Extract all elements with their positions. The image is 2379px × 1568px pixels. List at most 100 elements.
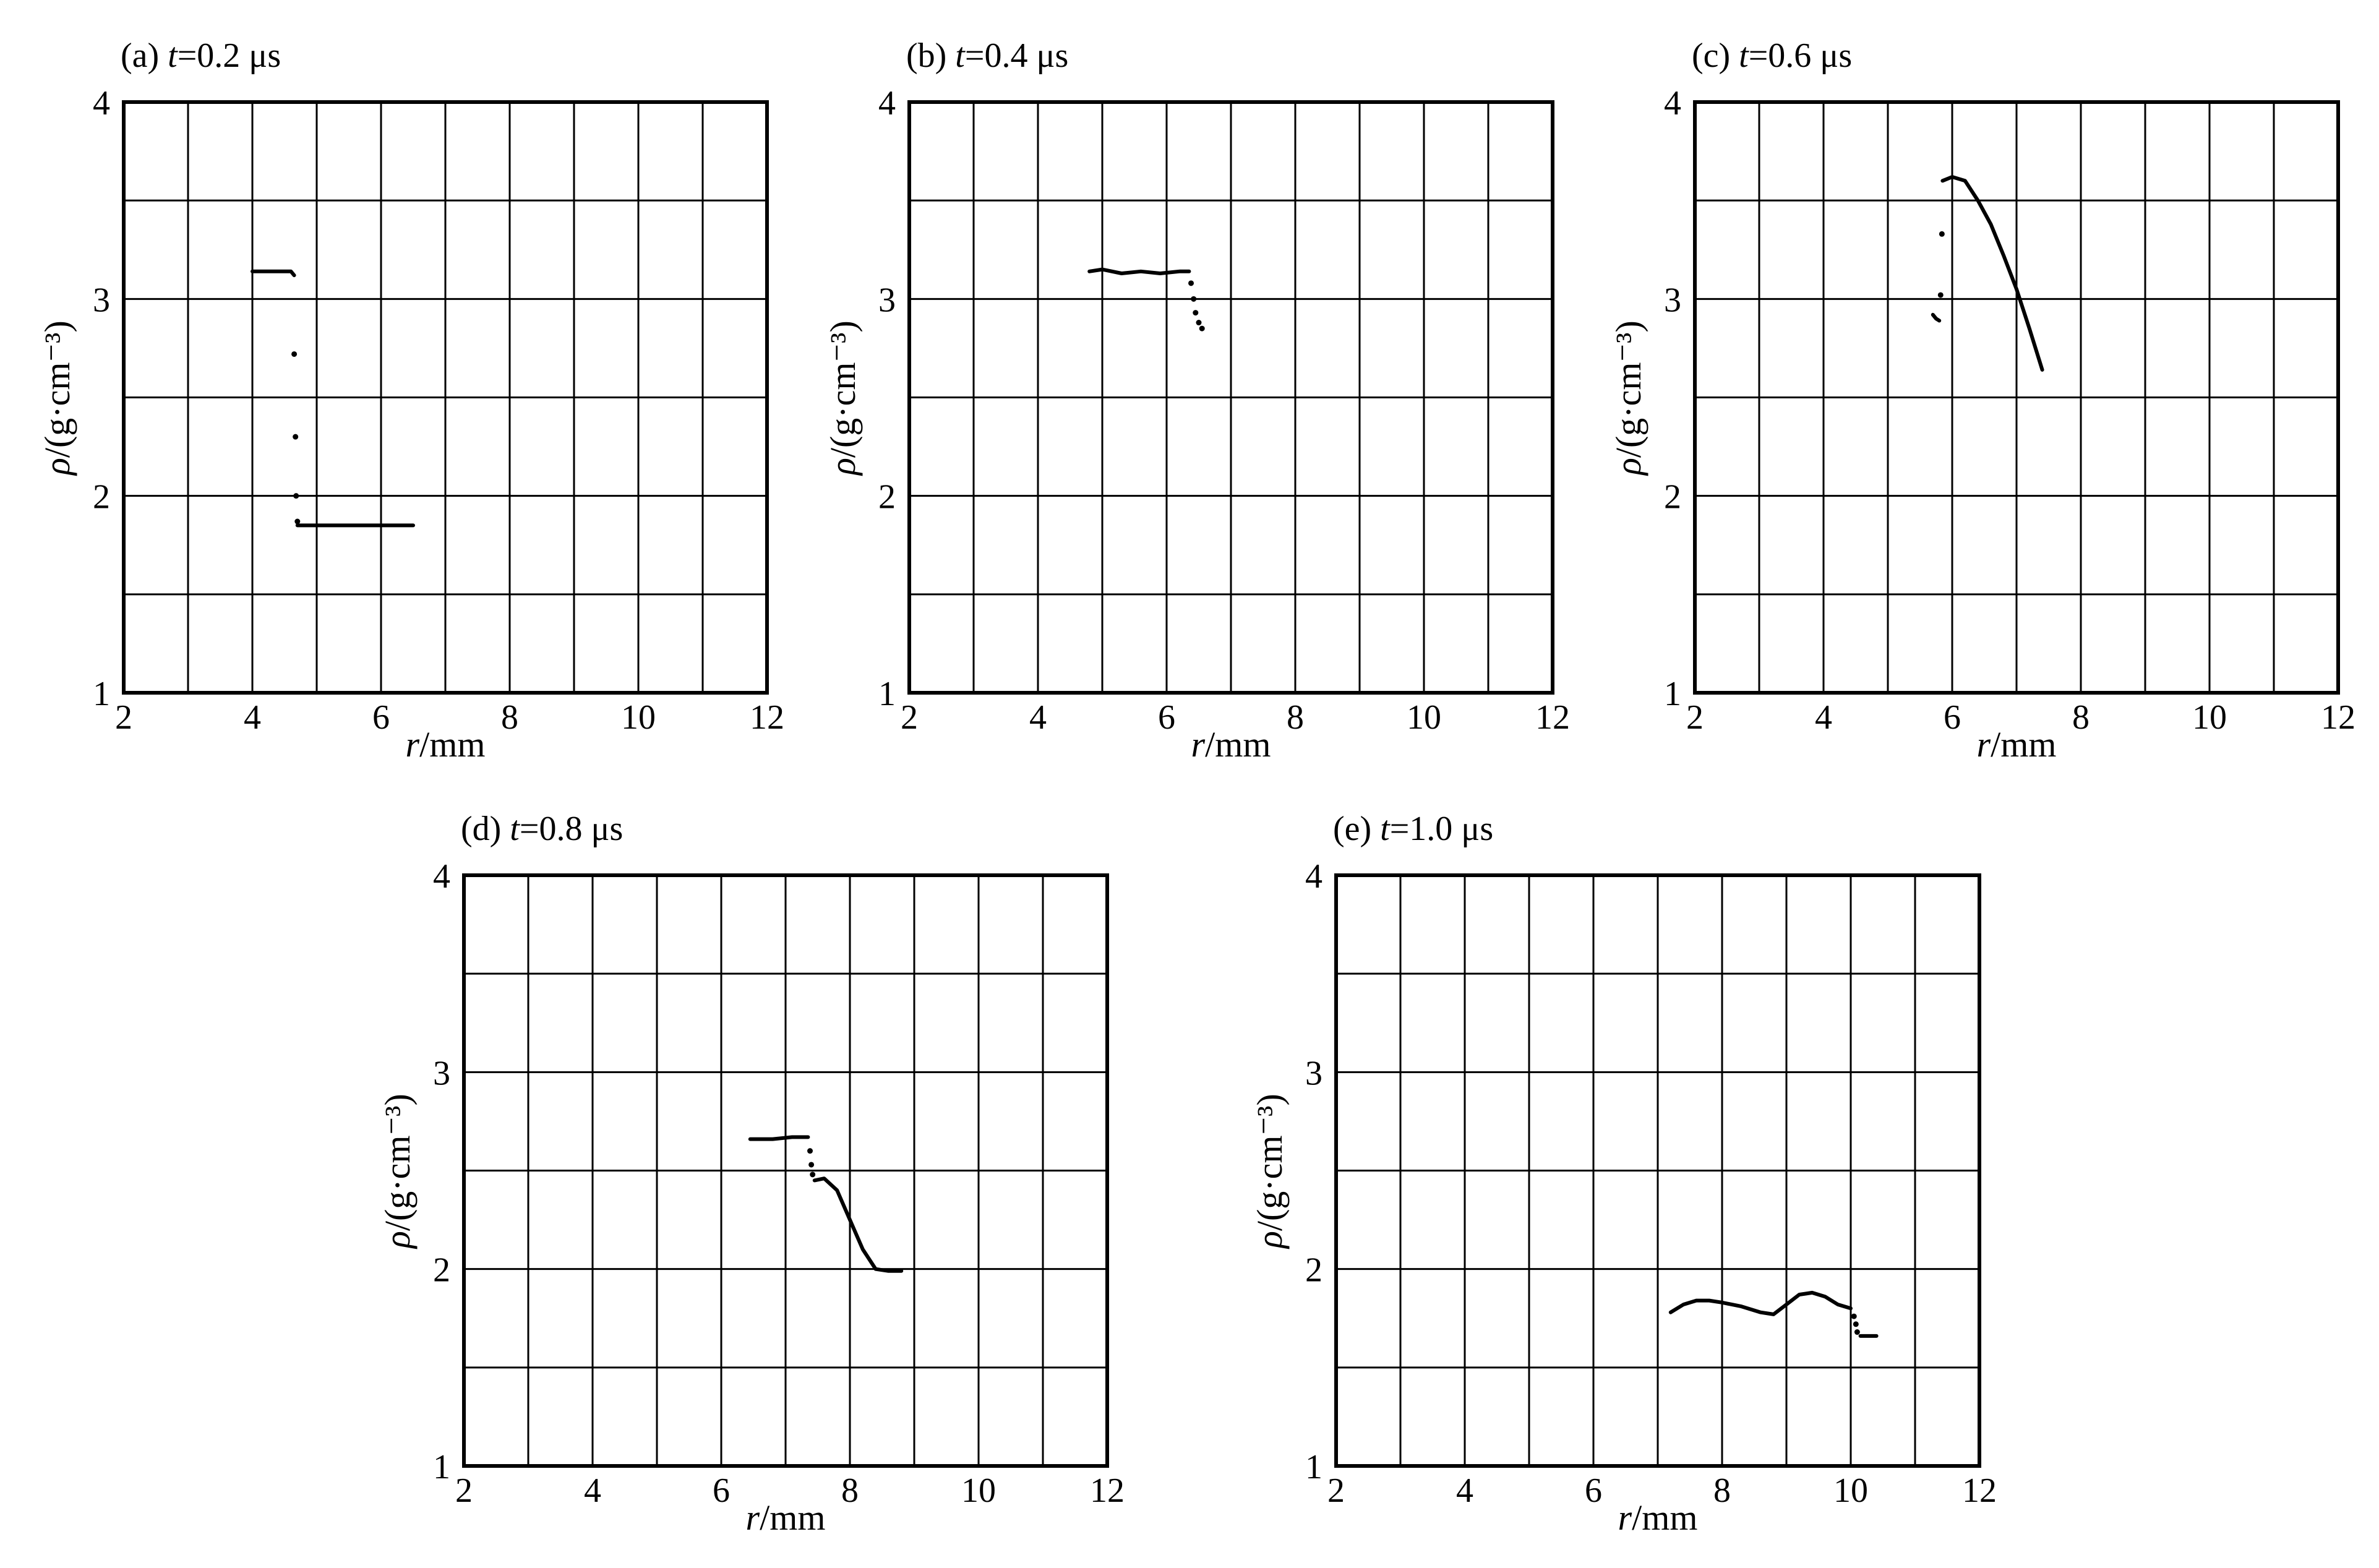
y-axis-variable: ρ bbox=[1250, 1230, 1290, 1248]
y-tick-label: 3 bbox=[433, 1054, 450, 1092]
x-tick-label: 10 bbox=[1407, 698, 1441, 737]
x-tick-label: 8 bbox=[1713, 1472, 1731, 1510]
y-tick-label: 2 bbox=[1305, 1251, 1322, 1290]
data-point bbox=[293, 434, 299, 440]
y-tick-label: 1 bbox=[878, 675, 896, 713]
y-tick-label: 1 bbox=[1664, 675, 1681, 713]
data-series-line-0 bbox=[748, 1135, 810, 1141]
chart-title: (b) t=0.4 μs bbox=[906, 36, 1068, 75]
plot-frame bbox=[907, 100, 1554, 695]
data-series-line-0 bbox=[251, 269, 296, 278]
data-series-line-2 bbox=[1940, 175, 2044, 372]
grid bbox=[1336, 875, 1979, 1466]
data-point bbox=[1937, 292, 1944, 298]
x-axis-label: r/mm bbox=[406, 724, 486, 765]
y-axis-label: ρ/(g·cm⁻³) bbox=[1607, 320, 1649, 475]
y-axis-variable: ρ bbox=[37, 457, 77, 475]
x-tick-label: 6 bbox=[713, 1472, 730, 1510]
y-tick-label: 4 bbox=[1664, 84, 1681, 122]
y-tick-label: 4 bbox=[1305, 857, 1322, 896]
x-tick-label: 2 bbox=[901, 698, 918, 737]
chart-title: (d) t=0.8 μs bbox=[461, 809, 623, 849]
x-tick-label: 4 bbox=[1815, 698, 1832, 737]
x-axis-label: r/mm bbox=[1191, 724, 1271, 765]
x-axis-label: r/mm bbox=[1618, 1497, 1698, 1538]
x-tick-label: 10 bbox=[621, 698, 656, 737]
y-axis-unit: /(g·cm⁻³) bbox=[37, 320, 77, 458]
data-point bbox=[1939, 231, 1945, 237]
data-point bbox=[1193, 310, 1199, 316]
y-axis-unit: /(g·cm⁻³) bbox=[1608, 320, 1648, 458]
y-axis-variable: ρ bbox=[377, 1230, 418, 1248]
y-tick-label: 3 bbox=[1305, 1054, 1322, 1092]
y-tick-label: 4 bbox=[878, 84, 896, 122]
title-variable: t bbox=[1380, 810, 1390, 848]
title-panel-label: (e) bbox=[1333, 810, 1372, 848]
x-tick-label: 2 bbox=[1686, 698, 1704, 737]
data-point bbox=[1199, 325, 1205, 332]
grid bbox=[464, 875, 1107, 1466]
plot-frame bbox=[1334, 873, 1981, 1468]
grid bbox=[124, 102, 767, 693]
y-tick-label: 4 bbox=[433, 857, 450, 896]
plot-frame bbox=[122, 100, 769, 695]
title-variable: t bbox=[510, 810, 520, 848]
chart-panel-c: (c) t=0.6 μs 2 4 6 8 10 12 1 2 3 4 r/mm ρ/(g·cm⁻³) bbox=[1571, 0, 2375, 779]
x-tick-label: 12 bbox=[1090, 1472, 1125, 1510]
y-axis-label: ρ/(g·cm⁻³) bbox=[36, 320, 78, 475]
x-tick-label: 4 bbox=[244, 698, 261, 737]
title-panel-label: (b) bbox=[906, 36, 947, 75]
title-value: =0.2 μs bbox=[177, 36, 281, 75]
chart-panel-a: (a) t=0.2 μs 2 4 6 8 10 12 1 2 3 4 r/mm ρ/(g·cm⁻³) bbox=[0, 0, 804, 779]
y-tick-label: 2 bbox=[93, 478, 110, 516]
y-tick-label: 4 bbox=[93, 84, 110, 122]
chart-title: (a) t=0.2 μs bbox=[121, 36, 281, 75]
x-tick-label: 10 bbox=[961, 1472, 996, 1510]
x-axis-unit: /mm bbox=[1991, 724, 2057, 765]
data-point bbox=[1188, 280, 1194, 286]
x-tick-label: 2 bbox=[1327, 1472, 1345, 1510]
x-tick-label: 8 bbox=[1287, 698, 1304, 737]
x-tick-label: 12 bbox=[2321, 698, 2355, 737]
title-panel-label: (a) bbox=[121, 36, 160, 75]
x-tick-label: 12 bbox=[1962, 1472, 1997, 1510]
y-axis-label: ρ/(g·cm⁻³) bbox=[1248, 1094, 1290, 1248]
data-point bbox=[294, 518, 301, 525]
x-tick-label: 2 bbox=[455, 1472, 473, 1510]
x-axis-variable: r bbox=[745, 1497, 760, 1538]
data-point bbox=[1191, 296, 1197, 302]
grid bbox=[909, 102, 1553, 693]
y-tick-label: 3 bbox=[878, 281, 896, 319]
title-value: =1.0 μs bbox=[1389, 810, 1494, 848]
chart-title: (e) t=1.0 μs bbox=[1333, 809, 1493, 849]
data-point bbox=[808, 1162, 815, 1168]
x-tick-label: 12 bbox=[750, 698, 784, 737]
y-axis-label: ρ/(g·cm⁻³) bbox=[821, 320, 864, 475]
data-point bbox=[1854, 1329, 1860, 1335]
title-value: =0.8 μs bbox=[519, 810, 624, 848]
x-tick-label: 6 bbox=[1585, 1472, 1602, 1510]
title-variable: t bbox=[955, 36, 965, 75]
x-tick-label: 4 bbox=[1456, 1472, 1473, 1510]
y-tick-label: 2 bbox=[878, 478, 896, 516]
chart-panel-e: (e) t=1.0 μs 2 4 6 8 10 12 1 2 3 4 r/mm ρ/(g·cm⁻³) bbox=[1212, 773, 2017, 1568]
x-axis-variable: r bbox=[405, 724, 420, 765]
y-tick-label: 1 bbox=[93, 675, 110, 713]
data-series-line-0 bbox=[1087, 267, 1191, 275]
x-tick-label: 10 bbox=[1833, 1472, 1868, 1510]
data-point bbox=[810, 1172, 816, 1178]
chart-panel-b: (b) t=0.4 μs 2 4 6 8 10 12 1 2 3 4 r/mm ρ/(g·cm⁻³) bbox=[786, 0, 1590, 779]
y-axis-variable: ρ bbox=[1608, 457, 1648, 475]
data-point bbox=[1851, 1313, 1857, 1319]
y-axis-label: ρ/(g·cm⁻³) bbox=[376, 1094, 418, 1248]
data-series-line-0 bbox=[1931, 312, 1942, 323]
x-axis-unit: /mm bbox=[1205, 724, 1271, 765]
title-value: =0.4 μs bbox=[964, 36, 1069, 75]
y-axis-unit: /(g·cm⁻³) bbox=[1250, 1093, 1290, 1231]
plot-frame bbox=[462, 873, 1109, 1468]
data-series-line-2 bbox=[812, 1176, 904, 1273]
title-variable: t bbox=[1739, 36, 1749, 75]
